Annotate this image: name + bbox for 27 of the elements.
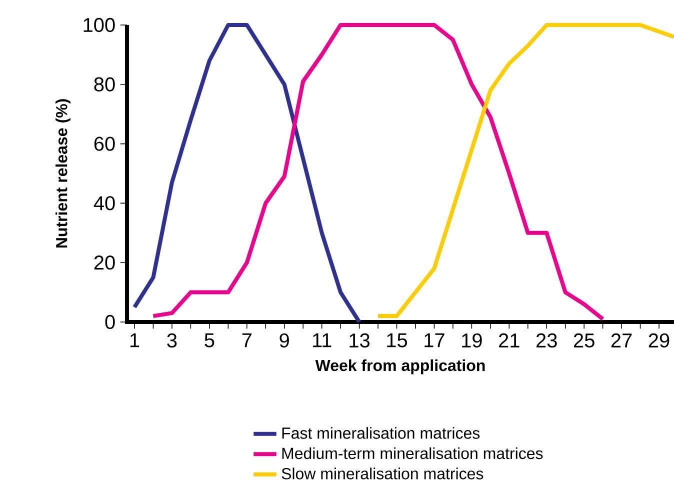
y-tick-label: 0 [105, 314, 115, 330]
line-series [132, 22, 362, 324]
x-tick-label: 17 [424, 333, 444, 348]
y-tick-label: 20 [94, 256, 115, 270]
x-tick-label: 25 [574, 333, 594, 348]
y-tick-label: 100 [84, 18, 115, 32]
x-tick-label: 27 [611, 333, 632, 348]
y-tick-label: 40 [94, 196, 115, 210]
x-tick-label: 29 [648, 333, 670, 348]
x-tick-label: 1 [130, 333, 140, 348]
legend-label: Fast mineralisation matrices [282, 427, 480, 439]
legend-label: Medium-term mineralisation matrices [282, 447, 543, 460]
y-tick-label: 60 [94, 136, 115, 151]
x-axis-title: Week from application [315, 359, 485, 374]
legend-label: Slow mineralisation matrices [282, 468, 484, 480]
x-tick-label: 5 [204, 333, 214, 348]
x-tick-label: 11 [312, 333, 332, 348]
x-tick-label: 19 [462, 333, 482, 348]
x-tick-label: 23 [536, 333, 557, 348]
y-axis-title: Nutrient release (%) [56, 99, 70, 248]
y-tick-label: 80 [94, 77, 115, 92]
x-tick-label: 9 [280, 333, 289, 348]
x-tick-label: 13 [350, 333, 370, 348]
x-tick-label: 21 [499, 333, 520, 348]
x-tick-label: 15 [387, 333, 408, 348]
x-tick-label: 3 [167, 333, 177, 348]
x-tick-label: 7 [242, 333, 252, 348]
